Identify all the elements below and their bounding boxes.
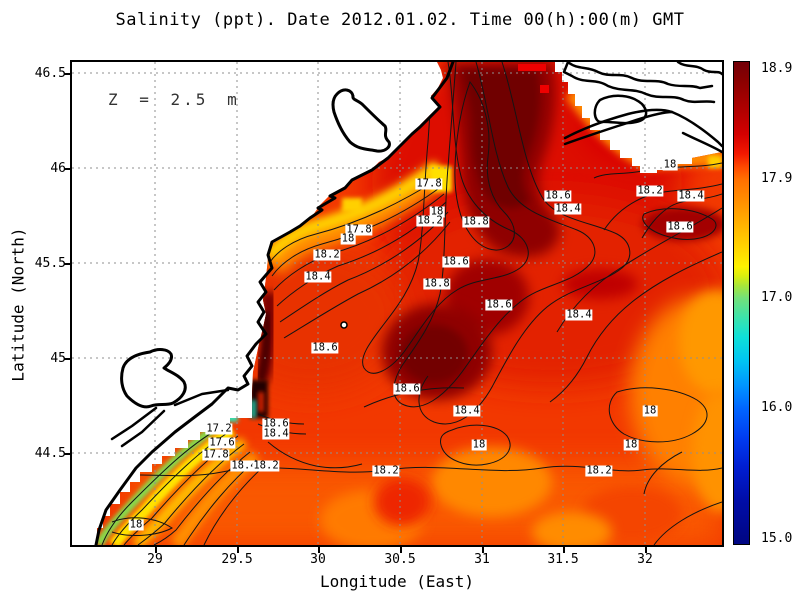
- contour-label: 18.2: [372, 464, 400, 477]
- x-tick-mark: [155, 547, 157, 553]
- y-tick-label: 46: [50, 161, 66, 176]
- contour-label: 18.6: [393, 382, 421, 395]
- contour-label: 17.6: [208, 436, 236, 449]
- y-axis-title: Latitude (North): [8, 227, 28, 382]
- estuary-channel-lower: [562, 62, 716, 104]
- x-tick-label: 31: [474, 552, 490, 567]
- x-tick-mark: [318, 547, 320, 553]
- lagoon-west: [120, 348, 187, 409]
- contour-label: 18.4: [262, 427, 290, 440]
- colorbar-tick-label: 16.0: [761, 400, 793, 415]
- contour-label: 18.2: [585, 464, 613, 477]
- contour-label: 18: [662, 158, 678, 171]
- map-plot-area: Z = 2.5 m 17.8 18 18.2 18.8 18.6 18.4 18 18.2 18…: [70, 60, 724, 547]
- x-tick-mark: [563, 547, 565, 553]
- contour-label: 18.4: [453, 404, 481, 417]
- contour-label: 18.6: [485, 298, 513, 311]
- x-tick-mark: [645, 547, 647, 553]
- contour-label: 18: [429, 205, 445, 218]
- contour-label: 18.4: [554, 202, 582, 215]
- sand-spit: [563, 108, 674, 146]
- contour-label: 18: [623, 438, 639, 451]
- contour-label: 18.6: [311, 341, 339, 354]
- main-coastline: [94, 62, 455, 545]
- contour-label: 18.6: [442, 255, 470, 268]
- map-canvas: [72, 62, 722, 545]
- contour-label: 18.2: [636, 184, 664, 197]
- figure-title: Salinity (ppt). Date 2012.01.02. Time 00…: [115, 10, 685, 30]
- x-tick-label: 30: [310, 552, 326, 567]
- contour-label: 18: [340, 232, 356, 245]
- y-tick-mark: [64, 168, 70, 170]
- contour-label: 18.6: [544, 189, 572, 202]
- contour-label: 18.4: [230, 459, 258, 472]
- contour-label: 18.6: [262, 417, 290, 430]
- x-tick-mark: [237, 547, 239, 553]
- contour-label: 18.8: [462, 215, 490, 228]
- colorbar-tick-label: 17.9: [761, 171, 793, 186]
- y-tick-label: 45: [50, 351, 66, 366]
- contour-label: 18.4: [304, 270, 332, 283]
- coastline: [94, 62, 722, 545]
- coast-right: [670, 110, 722, 154]
- y-tick-label: 45.5: [34, 256, 66, 271]
- coast-top-right: [676, 62, 722, 76]
- contour-label: 17.8: [415, 177, 443, 190]
- contour-label: 18: [471, 438, 487, 451]
- y-tick-label: 44.5: [34, 446, 66, 461]
- depth-annotation: Z = 2.5 m: [108, 90, 240, 109]
- contour-label: 17.8: [345, 223, 373, 236]
- x-tick-label: 29.5: [221, 552, 253, 567]
- y-tick-mark: [64, 453, 70, 455]
- contour-label: 18.6: [666, 220, 694, 233]
- x-tick-label: 32: [637, 552, 653, 567]
- contour-label: 17.2: [205, 422, 233, 435]
- lagoon-north: [331, 88, 391, 153]
- contour-label: 18.2: [252, 459, 280, 472]
- y-tick-mark: [64, 358, 70, 360]
- contour-label: 18.2: [416, 214, 444, 227]
- contour-label: 17.8: [202, 448, 230, 461]
- colorbar: [733, 61, 750, 545]
- station-marker-dot: [340, 321, 348, 329]
- y-tick-mark: [64, 263, 70, 265]
- colorbar-tick-label: 15.0: [761, 531, 793, 546]
- contour-label: 18: [128, 518, 144, 531]
- x-tick-mark: [400, 547, 402, 553]
- y-tick-mark: [64, 73, 70, 75]
- colorbar-tick-label: 17.0: [761, 290, 793, 305]
- coastal-channels: [110, 388, 230, 448]
- contour-label: 18.8: [423, 277, 451, 290]
- x-tick-label: 29: [147, 552, 163, 567]
- colorbar-tick-label: 18.9: [761, 61, 793, 76]
- x-tick-mark: [482, 547, 484, 553]
- contour-label: 18.2: [313, 248, 341, 261]
- x-tick-label: 30.5: [384, 552, 416, 567]
- contour-label: 18.4: [565, 308, 593, 321]
- x-tick-label: 31.5: [547, 552, 579, 567]
- x-axis-title: Longitude (East): [319, 572, 475, 591]
- estuary-island: [593, 94, 648, 125]
- contour-label: 18: [642, 404, 658, 417]
- contour-label: 18.4: [677, 189, 705, 202]
- estuary-channel-upper: [566, 62, 714, 90]
- y-tick-label: 46.5: [34, 66, 66, 81]
